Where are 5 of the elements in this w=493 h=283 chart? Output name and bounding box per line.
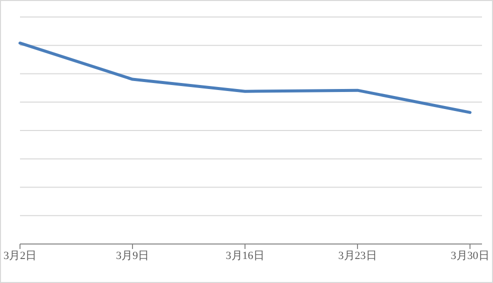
x-tick-label: 3月2日: [4, 250, 36, 262]
x-tick-label: 3月30日: [450, 250, 490, 262]
x-tick-label: 3月16日: [226, 250, 264, 262]
x-tick-label: 3月9日: [116, 250, 149, 262]
x-tick-label: 3月23日: [338, 250, 377, 262]
